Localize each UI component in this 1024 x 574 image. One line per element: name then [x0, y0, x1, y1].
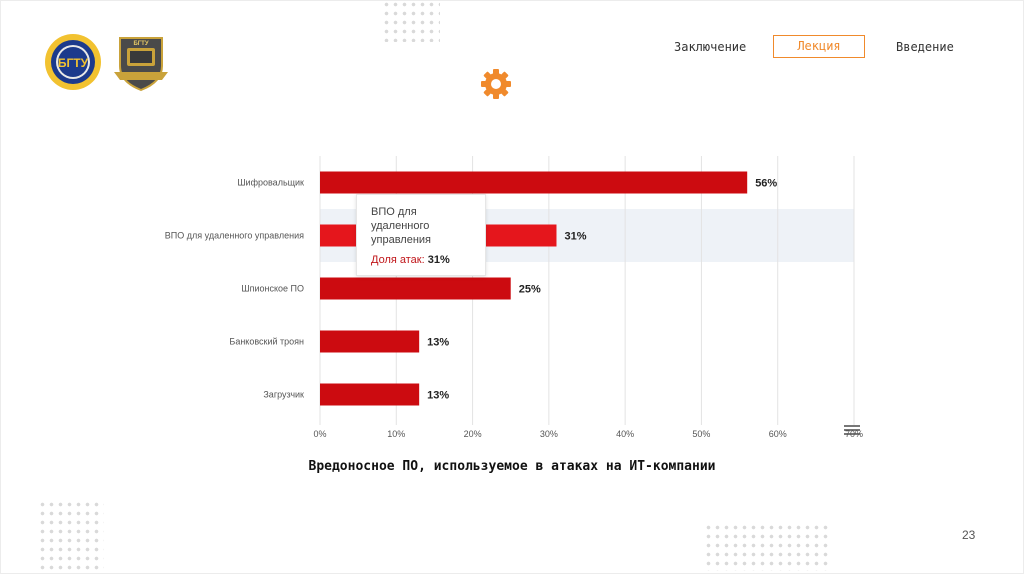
value-label: 13% [427, 390, 449, 402]
bar [320, 277, 511, 300]
category-label: Шифровальщик [237, 178, 304, 188]
nav-conclusion[interactable]: Заключение [674, 40, 747, 54]
gear-icon [480, 68, 512, 105]
category-label: Банковский троян [229, 337, 304, 347]
page-number: 23 [962, 528, 976, 542]
university-logo: БГТУ [44, 33, 102, 96]
tooltip-value: 31% [427, 254, 450, 266]
menu-icon[interactable] [844, 425, 860, 435]
x-tick-label: 50% [692, 429, 710, 439]
x-tick-label: 20% [464, 429, 482, 439]
value-label: 13% [427, 337, 449, 349]
university-logo-text: БГТУ [58, 56, 89, 70]
tooltip-value-row: Доля атак: 31% [371, 253, 471, 267]
bar [320, 383, 420, 406]
tooltip-label: Доля атак: [371, 254, 425, 266]
x-tick-label: 10% [387, 429, 405, 439]
category-label: Шпионское ПО [241, 284, 304, 294]
bar [320, 330, 420, 353]
x-tick-label: 0% [313, 429, 326, 439]
x-tick-label: 60% [769, 429, 787, 439]
nav-introduction[interactable]: Введение [896, 40, 954, 54]
tooltip-title: ВПО для удаленного управления [371, 206, 431, 246]
decor-dots-bottom-left [38, 500, 104, 572]
value-label: 25% [519, 284, 541, 296]
chart-caption: Вредоносное ПО, используемое в атаках на… [308, 459, 716, 474]
nav-lecture-active[interactable]: Лекция [773, 35, 865, 58]
x-tick-label: 30% [540, 429, 558, 439]
department-logo-text: БГТУ [133, 41, 148, 47]
category-label: Загрузчик [263, 390, 304, 400]
value-label: 31% [564, 231, 586, 243]
decor-dots-top [382, 0, 440, 42]
category-label: ВПО для удаленного управления [165, 231, 304, 241]
x-tick-label: 40% [616, 429, 634, 439]
chart-tooltip: ВПО для удаленного управления Доля атак:… [356, 194, 486, 276]
decor-dots-bottom-right [704, 523, 832, 571]
bar [320, 171, 748, 194]
value-label: 56% [755, 178, 777, 190]
department-logo: БГТУ [112, 32, 170, 97]
